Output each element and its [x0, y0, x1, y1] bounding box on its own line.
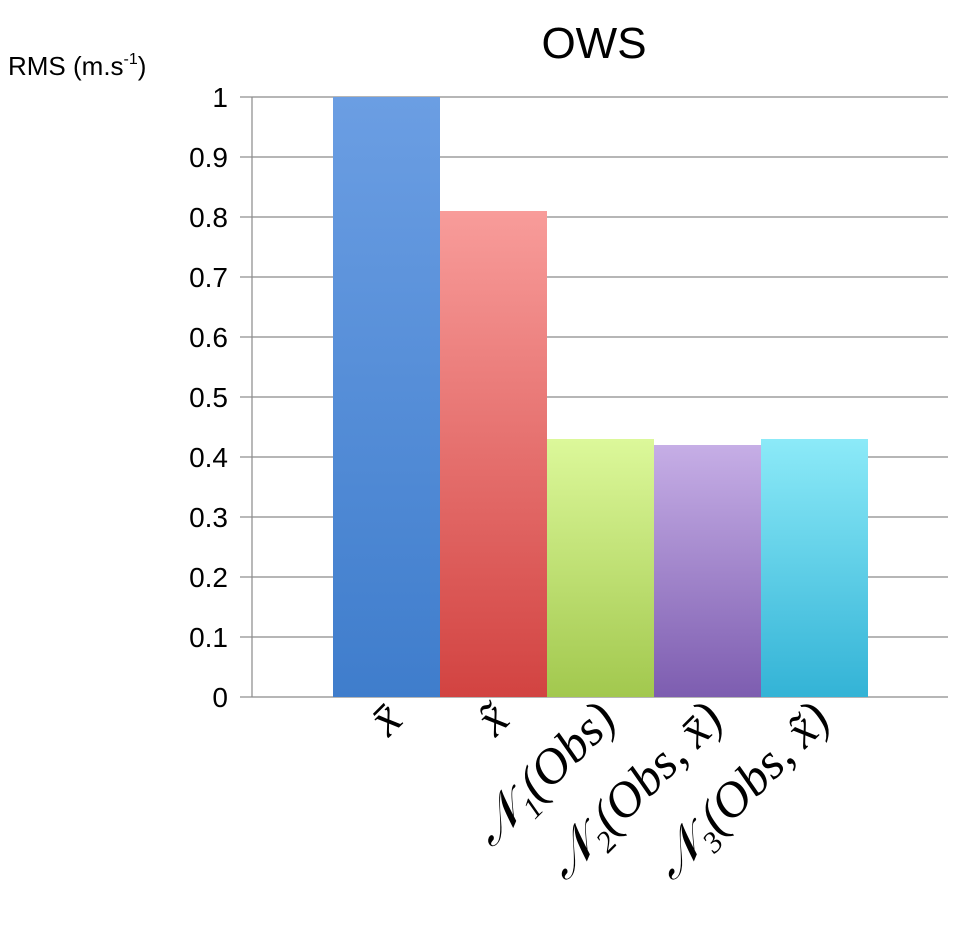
bar-5: [761, 439, 868, 697]
bar-1: [333, 97, 440, 697]
y-axis-label: RMS (m.s-1): [8, 51, 146, 81]
y-tick-label: 0.3: [189, 502, 228, 533]
y-tick-label: 0.2: [189, 562, 228, 593]
y-tick-label: 1: [212, 82, 228, 113]
y-axis-label-main: RMS (m.s: [8, 51, 124, 81]
y-tick-label: 0.4: [189, 442, 228, 473]
x-category-label-1: x̄: [356, 690, 412, 746]
bars: [333, 97, 868, 697]
y-tick-label: 0.6: [189, 322, 228, 353]
bar-4: [654, 445, 761, 697]
y-axis-label-close: ): [138, 51, 147, 81]
y-tick-label: 0.1: [189, 622, 228, 653]
y-axis-ticks: 0 0.1 0.2 0.3 0.4 0.5 0.6 0.7 0.8 0.9 1: [189, 82, 228, 713]
bar-2: [440, 211, 547, 697]
chart-title: OWS: [541, 19, 646, 68]
bar-3: [547, 439, 654, 697]
x-category-label-2: x̃: [463, 689, 520, 746]
y-tick-label: 0.7: [189, 262, 228, 293]
x-axis-labels: x̄ x̃𝒩₁(Obs)𝒩₂(Obs, x̄)𝒩₃(Obs, x̃): [356, 689, 840, 889]
y-tick-label: 0.5: [189, 382, 228, 413]
y-tick-label: 0.8: [189, 202, 228, 233]
y-axis-label-superscript: -1: [124, 51, 138, 68]
y-tick-label: 0.9: [189, 142, 228, 173]
y-tick-label: 0: [212, 682, 228, 713]
